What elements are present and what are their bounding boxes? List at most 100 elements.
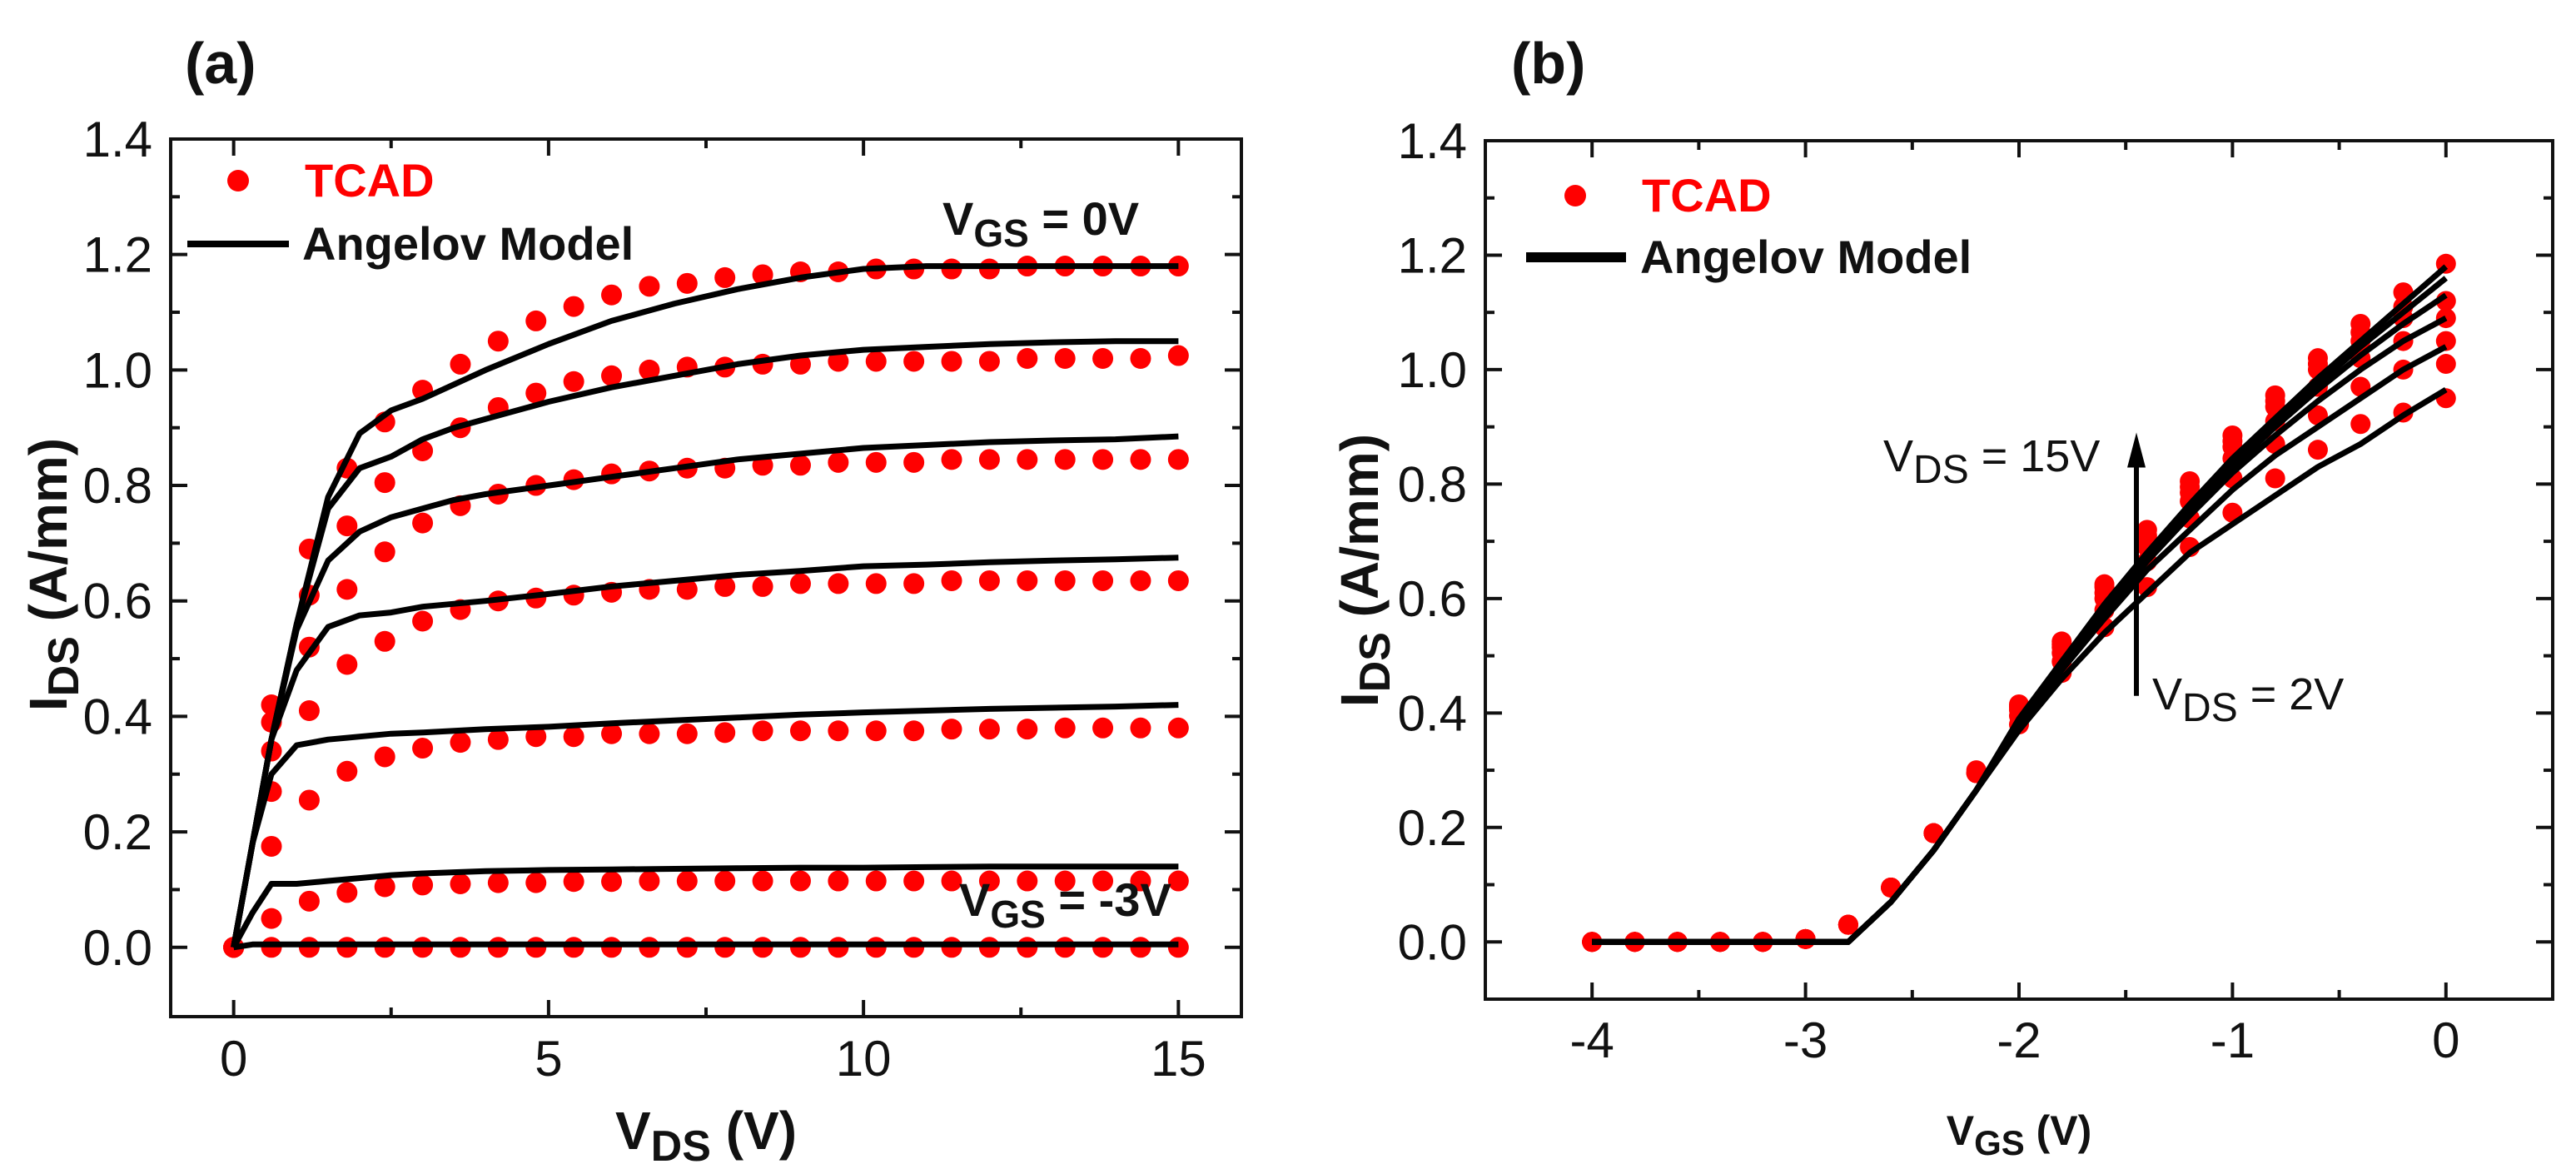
tcad-point: [865, 720, 887, 742]
panel-a-axes: 0 5 10 15 0.0 0.2 0.4 0.6 0.8 1.0 1.2 1.4: [83, 112, 1243, 1087]
tcad-point: [1130, 870, 1151, 892]
y-tick-label: 0.6: [1398, 571, 1467, 627]
annot-rest: = 0V: [1029, 192, 1139, 245]
tcad-point: [714, 722, 736, 744]
tcad-point: [298, 699, 320, 721]
tcad-point: [789, 573, 811, 594]
tcad-point: [2094, 574, 2115, 594]
legend-model-label: Angelov Model: [1640, 231, 1972, 283]
y-tick-label: 0.4: [1398, 685, 1467, 741]
tcad-point: [1054, 570, 1076, 591]
panel-a-legend: TCAD Angelov Model: [187, 154, 634, 270]
tcad-point: [336, 760, 358, 782]
tcad-point: [865, 870, 887, 892]
tcad-point: [487, 872, 509, 893]
tcad-point: [789, 870, 811, 892]
annotation-vds-2v: VDS = 2V: [2152, 669, 2344, 730]
legend-tcad-label: TCAD: [1642, 169, 1772, 221]
tcad-point: [978, 870, 1000, 892]
tcad-point: [2180, 470, 2201, 491]
x-tick-label: 5: [535, 1031, 562, 1087]
x-tick-label: -4: [1570, 1012, 1614, 1068]
tcad-point: [412, 874, 434, 896]
tcad-point: [828, 870, 849, 892]
tcad-point: [978, 449, 1000, 470]
panel-a-marks: [223, 256, 1189, 958]
ylabel-main: I: [18, 696, 78, 711]
tcad-point: [1017, 870, 1038, 892]
xlabel-rest: (V): [711, 1101, 797, 1161]
tcad-point: [525, 872, 547, 893]
tcad-point: [1130, 570, 1151, 591]
tcad-point: [261, 835, 282, 857]
annotation-vgs-0v: VGS = 0V: [942, 192, 1139, 255]
annot-main: V: [1883, 431, 1913, 481]
tcad-point: [1017, 570, 1038, 591]
legend-tcad-marker: [227, 170, 249, 192]
tcad-point: [2222, 425, 2243, 445]
y-tick-label: 0.8: [83, 458, 152, 514]
tcad-point: [789, 455, 811, 476]
tcad-point: [865, 451, 887, 473]
annot-rest: = -3V: [1046, 873, 1171, 926]
y-tick-label: 1.0: [83, 342, 152, 398]
tcad-point: [978, 719, 1000, 740]
tcad-point: [676, 870, 698, 892]
tcad-point: [450, 353, 471, 375]
tcad-point: [752, 264, 773, 286]
x-tick-label: 10: [836, 1031, 892, 1087]
tcad-series-VGS=-1.5V: [223, 570, 1189, 958]
tcad-point: [676, 723, 698, 744]
tcad-point: [525, 726, 547, 748]
y-tick-label: 0.2: [83, 804, 152, 860]
tcad-point: [336, 882, 358, 903]
tcad-point: [639, 870, 660, 892]
tcad-point: [1054, 717, 1076, 739]
annot-sub: GS: [973, 211, 1028, 255]
panel-b-marks: [1582, 253, 2456, 953]
x-tick-label: 15: [1151, 1031, 1206, 1087]
model-line-VGS=-1V: [231, 433, 1179, 948]
tcad-point: [1167, 449, 1189, 470]
xlabel-main: V: [615, 1101, 651, 1161]
tcad-point: [1054, 449, 1076, 470]
panel-label-a: (a): [185, 31, 256, 96]
tcad-point: [639, 276, 660, 297]
tcad-point: [1838, 914, 1858, 935]
tcad-point: [903, 870, 925, 892]
tcad-point: [336, 654, 358, 675]
tcad-point: [2307, 348, 2328, 369]
annot-rest: = 2V: [2238, 669, 2345, 719]
tcad-point: [374, 630, 395, 652]
tcad-point: [261, 908, 282, 929]
tcad-point: [601, 365, 623, 386]
tcad-point: [1092, 717, 1114, 739]
annot-rest: = 15V: [1969, 431, 2101, 481]
tcad-point: [2350, 414, 2371, 435]
y-tick-label: 0.4: [83, 689, 152, 744]
arrow-head-icon: [2127, 432, 2146, 468]
ylabel-sub: DS: [1351, 632, 1400, 692]
y-axis-title-b: IDS (A/mm): [1330, 434, 1400, 707]
tcad-point: [789, 720, 811, 742]
tcad-point: [1923, 823, 1944, 843]
tcad-point: [1167, 345, 1189, 366]
annot-sub: DS: [2182, 686, 2238, 730]
panel-b-chart: (b) -4 -3 -2 -1 0 0.0 0.2 0.4 0.6 0.8 1.0 1.2 1.4 TC…: [1330, 31, 2554, 1162]
y-axis-title-a: IDS (A/mm): [18, 438, 88, 711]
tcad-point: [1017, 719, 1038, 740]
tcad-point: [412, 440, 434, 461]
annotation-vgs-minus3v: VGS = -3V: [959, 873, 1171, 936]
tcad-point: [374, 746, 395, 768]
tcad-point: [639, 359, 660, 381]
annot-main: V: [942, 192, 973, 245]
tcad-point: [1092, 570, 1114, 591]
tcad-point: [374, 472, 395, 494]
tcad-point: [525, 310, 547, 331]
y-tick-label: 1.0: [1398, 342, 1467, 398]
x-tick-label: 0: [2432, 1012, 2459, 1068]
tcad-point: [563, 726, 584, 748]
tcad-point: [450, 873, 471, 895]
ylabel-sub: DS: [40, 636, 88, 696]
legend-tcad-label: TCAD: [305, 154, 435, 206]
